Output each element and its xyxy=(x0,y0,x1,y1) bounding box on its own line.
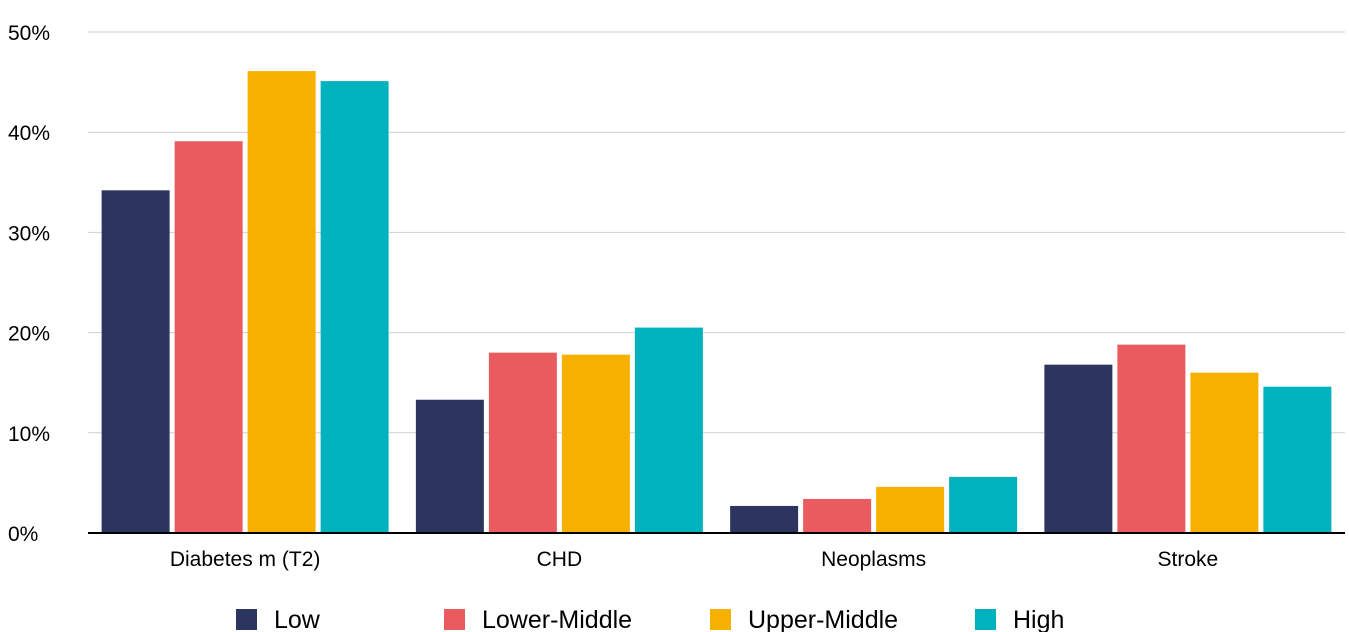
bar-lower-middle-3 xyxy=(1117,344,1186,533)
y-tick-label: 30% xyxy=(8,222,50,245)
legend-swatch xyxy=(444,609,465,630)
legend-label: Lower-Middle xyxy=(482,606,632,632)
legend-swatch xyxy=(710,609,731,630)
legend-label: Upper-Middle xyxy=(748,606,898,632)
bar-lower-middle-1 xyxy=(488,352,557,533)
bar-upper-middle-3 xyxy=(1190,372,1259,533)
bar-lower-middle-2 xyxy=(803,498,872,533)
bar-low-1 xyxy=(415,399,484,533)
y-axis-tick-labels: 0% 10% 20% 30% 40% 50% xyxy=(8,22,50,546)
category-label: CHD xyxy=(537,548,583,571)
bar-low-0 xyxy=(101,190,170,534)
bar-upper-middle-0 xyxy=(247,71,316,533)
legend-label: Low xyxy=(274,606,321,632)
bar-upper-middle-1 xyxy=(561,354,630,533)
bar-upper-middle-2 xyxy=(876,486,945,533)
legend-label: High xyxy=(1013,606,1064,632)
bar-high-0 xyxy=(320,81,389,534)
legend-swatch xyxy=(236,609,257,630)
bar-low-2 xyxy=(730,505,799,533)
category-label: Diabetes m (T2) xyxy=(170,548,321,571)
y-tick-label: 20% xyxy=(8,323,50,346)
y-tick-label: 10% xyxy=(8,423,50,446)
category-labels: Diabetes m (T2) CHD Neoplasms Stroke xyxy=(170,548,1218,571)
y-tick-label: 40% xyxy=(8,122,50,145)
category-label: Neoplasms xyxy=(821,548,926,571)
bar-high-3 xyxy=(1263,386,1332,533)
y-tick-label: 50% xyxy=(8,22,50,45)
bar-high-2 xyxy=(949,476,1018,533)
bar-lower-middle-0 xyxy=(174,141,243,533)
y-tick-label: 0% xyxy=(8,523,38,546)
legend-swatch xyxy=(975,609,996,630)
bars xyxy=(101,71,1332,534)
legend: Low Lower-Middle Upper-Middle High xyxy=(236,606,1064,632)
bar-low-3 xyxy=(1044,364,1113,533)
bar-high-1 xyxy=(634,327,703,533)
category-label: Stroke xyxy=(1158,548,1219,571)
